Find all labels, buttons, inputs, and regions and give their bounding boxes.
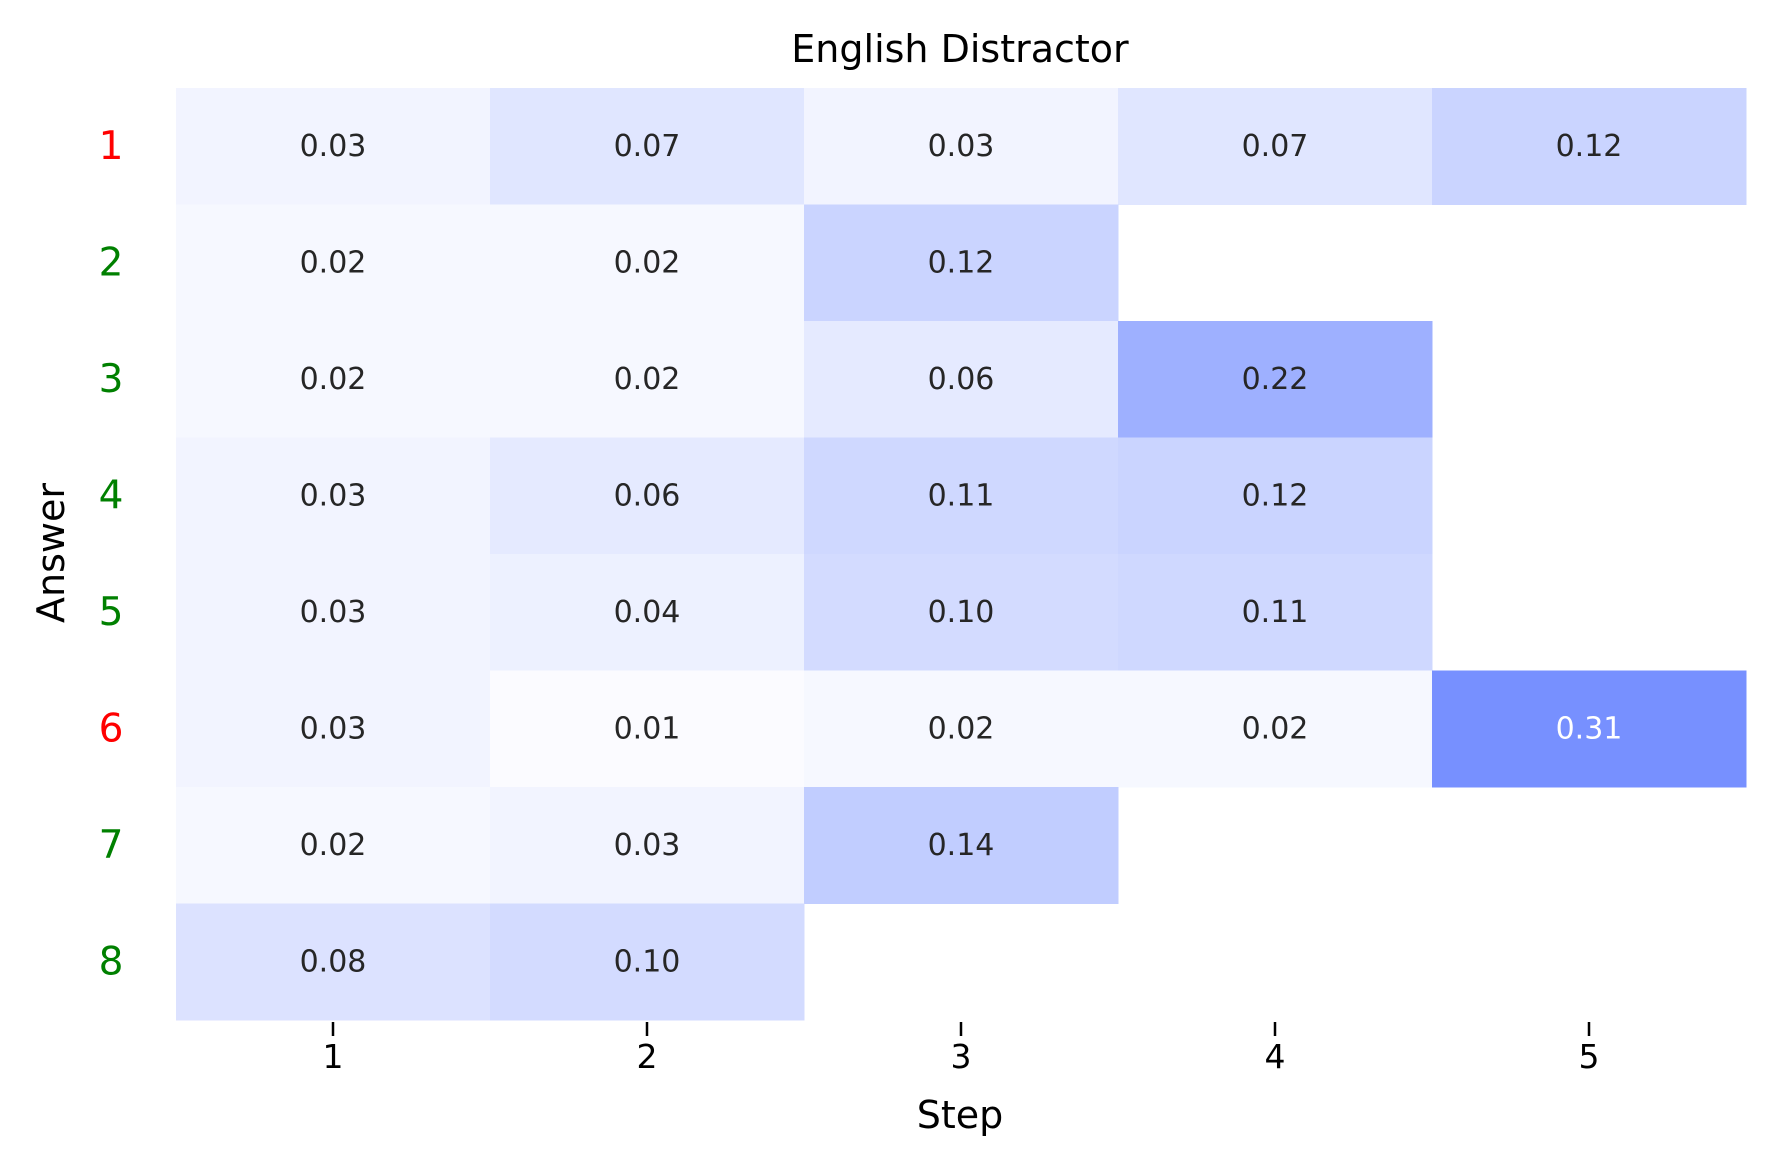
y-tick-label: 5 bbox=[99, 590, 124, 635]
x-tick-label: 1 bbox=[323, 1037, 344, 1076]
heatmap-cell bbox=[1432, 670, 1747, 788]
heatmap-cell bbox=[176, 903, 491, 1021]
cell-value-label: 0.02 bbox=[614, 245, 681, 280]
heatmap-cell bbox=[804, 88, 1119, 205]
cell-value-label: 0.12 bbox=[1556, 129, 1623, 164]
heatmap-cell bbox=[804, 787, 1119, 904]
cell-value-label: 0.02 bbox=[928, 711, 995, 746]
heatmap-cell bbox=[176, 204, 491, 322]
heatmap-cell bbox=[1432, 88, 1747, 205]
heatmap-cell bbox=[176, 787, 491, 904]
cell-value-label: 0.02 bbox=[300, 362, 367, 397]
heatmap-cell bbox=[490, 321, 805, 438]
cell-value-label: 0.03 bbox=[300, 478, 367, 513]
cell-value-label: 0.06 bbox=[928, 362, 995, 397]
heatmap-cell bbox=[176, 88, 491, 205]
y-tick-label: 4 bbox=[99, 473, 124, 518]
heatmap-cell bbox=[176, 554, 491, 671]
x-tick-label: 2 bbox=[637, 1037, 658, 1076]
heatmap-cell bbox=[804, 204, 1119, 322]
cell-value-label: 0.08 bbox=[300, 944, 367, 979]
heatmap-cell bbox=[176, 321, 491, 438]
y-tick-label: 6 bbox=[99, 706, 124, 751]
heatmap-cell bbox=[490, 670, 805, 788]
x-tick-label: 3 bbox=[951, 1037, 972, 1076]
heatmap-cell bbox=[490, 204, 805, 322]
y-axis-ticks: 1 2 3 4 5 6 7 8 bbox=[99, 124, 124, 985]
cell-value-label: 0.02 bbox=[1242, 711, 1309, 746]
cell-value-label: 0.02 bbox=[614, 362, 681, 397]
heatmap-cell bbox=[1118, 437, 1433, 555]
heatmap-cell bbox=[1118, 88, 1433, 205]
cell-value-label: 0.11 bbox=[1242, 595, 1309, 630]
heatmap-cell bbox=[1118, 670, 1433, 788]
x-axis-ticks: 1 2 3 4 5 bbox=[323, 1022, 1600, 1076]
y-tick-label: 3 bbox=[99, 357, 124, 402]
cell-value-label: 0.14 bbox=[928, 828, 995, 863]
cell-value-label: 0.03 bbox=[300, 129, 367, 164]
cell-value-label: 0.07 bbox=[1242, 129, 1309, 164]
heatmap-cell bbox=[1118, 321, 1433, 438]
cell-value-label: 0.03 bbox=[928, 129, 995, 164]
y-tick-label: 7 bbox=[99, 823, 124, 868]
heatmap-cell bbox=[176, 437, 491, 555]
heatmap-cell bbox=[490, 903, 805, 1021]
heatmap-cell bbox=[1118, 554, 1433, 671]
cell-value-label: 0.03 bbox=[614, 828, 681, 863]
heatmap-cell bbox=[804, 670, 1119, 788]
heatmap-cell bbox=[490, 437, 805, 555]
cell-value-label: 0.02 bbox=[300, 245, 367, 280]
cell-value-label: 0.11 bbox=[928, 478, 995, 513]
cell-value-label: 0.07 bbox=[614, 129, 681, 164]
cell-value-label: 0.22 bbox=[1242, 362, 1309, 397]
cell-value-label: 0.03 bbox=[300, 595, 367, 630]
heatmap-cell bbox=[176, 670, 491, 788]
heatmap-cell bbox=[490, 554, 805, 671]
heatmap-cell bbox=[490, 88, 805, 205]
cell-value-label: 0.12 bbox=[1242, 478, 1309, 513]
heatmap-cell bbox=[804, 554, 1119, 671]
y-tick-label: 1 bbox=[99, 124, 124, 169]
cell-value-label: 0.01 bbox=[614, 711, 681, 746]
y-tick-label: 8 bbox=[99, 939, 124, 984]
cell-value-label: 0.10 bbox=[614, 944, 681, 979]
cell-value-label: 0.31 bbox=[1556, 711, 1623, 746]
cell-value-label: 0.02 bbox=[300, 828, 367, 863]
x-axis-label: Step bbox=[917, 1093, 1004, 1137]
heatmap-cell bbox=[804, 437, 1119, 555]
x-tick-label: 5 bbox=[1579, 1037, 1600, 1076]
heatmap-cell bbox=[490, 787, 805, 904]
y-axis-label: Answer bbox=[29, 483, 73, 623]
heatmap-cells: 0.03 0.07 0.03 0.07 0.12 0.02 0.02 0.12 0.02 0.02… bbox=[176, 88, 1747, 1021]
cell-value-label: 0.03 bbox=[300, 711, 367, 746]
heatmap-cell bbox=[804, 321, 1119, 438]
y-tick-label: 2 bbox=[99, 240, 124, 285]
cell-value-label: 0.04 bbox=[614, 595, 681, 630]
cell-value-label: 0.12 bbox=[928, 245, 995, 280]
x-tick-label: 4 bbox=[1265, 1037, 1286, 1076]
chart-title: English Distractor bbox=[791, 27, 1129, 71]
cell-value-label: 0.06 bbox=[614, 478, 681, 513]
cell-value-label: 0.10 bbox=[928, 595, 995, 630]
